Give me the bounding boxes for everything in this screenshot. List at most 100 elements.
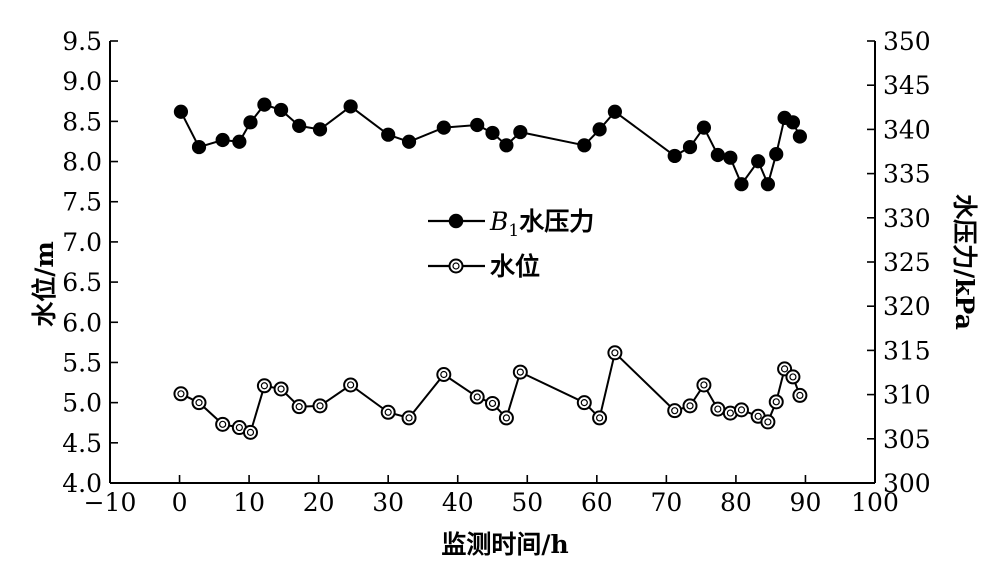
data-point-water-level <box>785 369 801 385</box>
y-left-tick-label: 6.5 <box>62 268 102 297</box>
series-line-pressure <box>180 103 801 188</box>
y-left-tick-label: 5.0 <box>62 389 102 418</box>
data-point-inner-water-level <box>277 385 285 393</box>
x-tick-label: 0 <box>172 488 188 517</box>
data-point-inner-water-level <box>473 393 481 401</box>
y-right-tick-label: 300 <box>883 469 931 498</box>
data-point-pressure <box>232 134 247 149</box>
data-point-pressure <box>513 124 528 140</box>
data-point-pressure <box>215 132 230 148</box>
series-line-water-level <box>180 350 801 434</box>
data-point-pressure <box>696 120 712 135</box>
data-point-inner-water-level <box>796 391 804 400</box>
y-right-tick-label: 330 <box>883 204 931 233</box>
x-tick-label: 80 <box>720 488 752 517</box>
legend-marker-pressure <box>448 213 464 229</box>
data-point-water-level <box>343 377 359 393</box>
data-point-water-level <box>291 399 307 415</box>
data-point-pressure <box>710 147 725 163</box>
data-point-inner-water-level <box>502 414 511 422</box>
data-point-pressure <box>257 97 272 112</box>
y-left-tick-label: 9.0 <box>62 67 102 96</box>
y-left-tick-label: 5.5 <box>62 348 102 377</box>
data-point-inner-water-level <box>764 418 772 426</box>
data-point-water-level <box>485 395 500 411</box>
y-right-tick-label: 320 <box>883 292 931 321</box>
data-point-pressure <box>607 104 623 119</box>
y-left-tick-label: 7.0 <box>62 228 102 257</box>
data-point-pressure <box>243 115 258 130</box>
data-point-inner-water-level <box>295 403 303 411</box>
data-point-water-level <box>401 410 417 426</box>
data-point-inner-water-level <box>246 428 255 436</box>
data-point-water-level <box>682 398 698 414</box>
legend-marker-water-level <box>448 258 464 274</box>
data-point-pressure <box>292 118 307 133</box>
y-left-axis-title: 水位/m <box>30 241 59 327</box>
x-tick-label: −10 <box>84 488 137 517</box>
data-point-water-level <box>733 402 749 418</box>
data-point-pressure <box>485 125 500 141</box>
data-point-pressure <box>499 138 514 153</box>
data-point-inner-water-level <box>177 390 185 398</box>
y-left-tick-label: 8.0 <box>62 148 102 177</box>
data-point-water-level <box>696 377 712 393</box>
y-right-tick-label: 325 <box>883 248 931 277</box>
x-tick-label: 90 <box>790 488 822 517</box>
data-point-pressure <box>792 129 807 144</box>
x-axis-title: 监测时间/h <box>441 530 568 559</box>
data-point-inner-water-level <box>686 402 694 410</box>
data-point-water-level <box>242 424 258 440</box>
x-tick-label: 60 <box>581 488 613 517</box>
y-right-tick-label: 340 <box>883 115 931 144</box>
data-point-pressure <box>436 120 451 135</box>
data-point-water-level <box>576 395 592 411</box>
y-left-tick-label: 9.5 <box>62 27 102 56</box>
x-tick-label: 10 <box>233 488 265 517</box>
data-point-inner-water-level <box>595 414 604 422</box>
data-point-water-level <box>273 381 289 397</box>
data-point-water-level <box>792 387 808 403</box>
x-tick-label: 50 <box>511 488 543 517</box>
data-point-inner-water-level <box>789 373 797 381</box>
data-point-inner-water-level <box>772 398 780 406</box>
data-point-pressure <box>723 150 738 165</box>
data-point-pressure <box>592 122 607 137</box>
y-left-tick-label: 4.0 <box>62 469 102 498</box>
data-point-inner-water-level <box>219 420 227 428</box>
data-point-pressure <box>173 104 189 119</box>
data-point-pressure <box>343 99 358 114</box>
y-right-tick-label: 345 <box>883 71 931 100</box>
data-point-pressure <box>667 148 682 164</box>
x-tick-label: 20 <box>303 488 335 517</box>
data-point-inner-water-level <box>488 399 497 408</box>
legend-marker-water-level-inner <box>452 262 460 270</box>
x-tick-label: 40 <box>442 488 474 517</box>
y-left-tick-label: 4.5 <box>62 429 102 458</box>
axes-layer: −10 0 10 20 30 40 50 60 70 80 90 100 4.0 4.5 5.0 5.5 6.0… <box>62 27 930 517</box>
data-point-pressure <box>401 134 417 149</box>
data-point-water-level <box>215 416 231 432</box>
data-point-pressure <box>273 102 289 118</box>
data-point-water-level <box>312 398 328 414</box>
x-tick-label: 70 <box>650 488 682 517</box>
data-point-inner-water-level <box>726 409 734 417</box>
x-tick-label: 100 <box>851 488 899 517</box>
y-right-tick-label: 335 <box>883 160 931 189</box>
data-point-water-level <box>760 414 776 430</box>
data-point-inner-water-level <box>714 405 722 413</box>
data-point-inner-water-level <box>700 381 708 389</box>
data-point-water-level <box>498 410 514 426</box>
data-point-pressure <box>751 154 766 169</box>
data-point-inner-water-level <box>754 412 762 420</box>
data-point-pressure <box>470 117 485 133</box>
x-tick-label: 30 <box>372 488 404 517</box>
y-right-tick-label: 310 <box>883 381 931 410</box>
data-point-pressure <box>769 147 784 162</box>
data-point-pressure <box>191 139 207 155</box>
y-right-tick-label: 305 <box>883 425 931 454</box>
y-right-tick-label: 350 <box>883 27 931 56</box>
data-point-inner-water-level <box>405 414 413 422</box>
data-point-water-level <box>191 395 207 411</box>
